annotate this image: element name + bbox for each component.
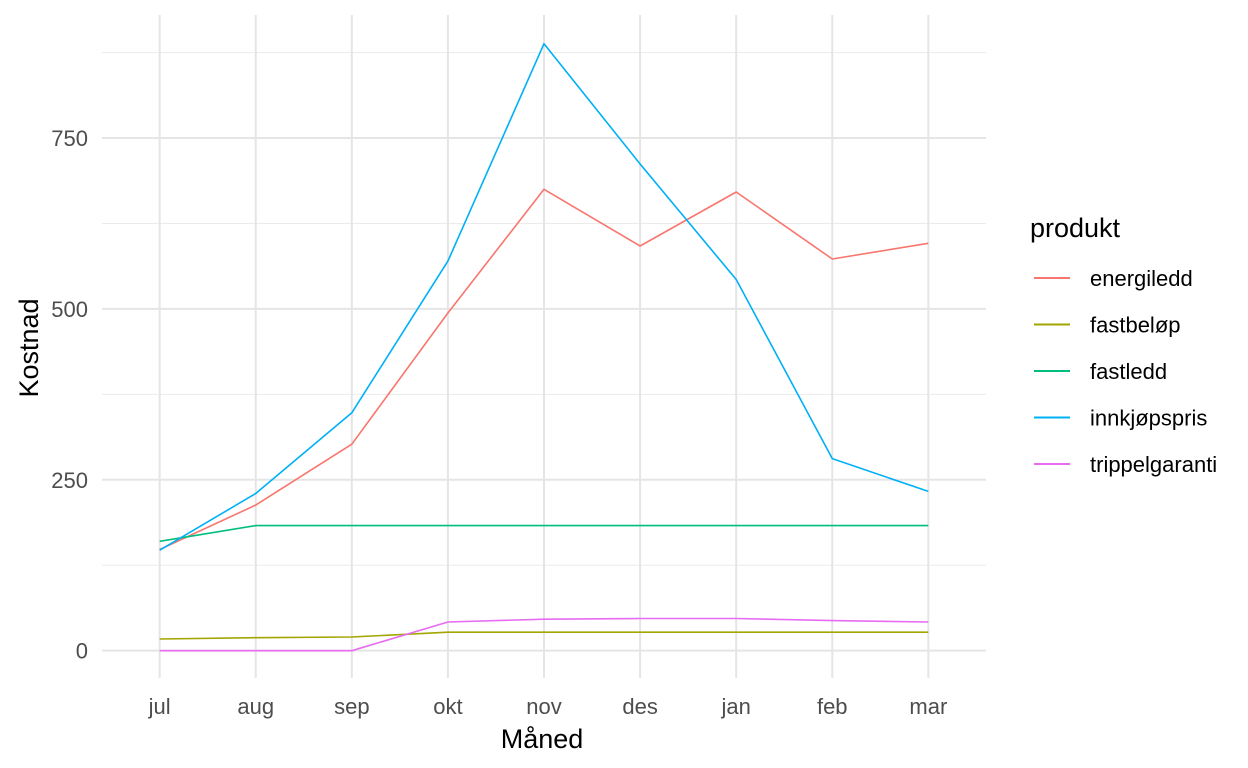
series-lines	[159, 42, 929, 652]
x-axis-title: Måned	[501, 724, 584, 754]
legend-items: energiledd fastbeløp fastledd innkjøpspris t…	[1034, 266, 1217, 477]
y-axis-ticks: 0 250 500 750	[51, 126, 88, 664]
y-tick-label: 500	[51, 297, 88, 322]
series-line	[159, 188, 929, 551]
x-tick-label: sep	[334, 694, 369, 719]
series-line	[159, 524, 929, 543]
legend-item: energiledd	[1034, 266, 1193, 291]
legend-item: fastledd	[1034, 359, 1167, 384]
series-line	[159, 617, 929, 652]
y-axis-title: Kostnad	[14, 298, 44, 397]
x-tick-label: mar	[909, 694, 947, 719]
y-tick-label: 250	[51, 468, 88, 493]
x-tick-label: des	[622, 694, 657, 719]
y-tick-label: 750	[51, 126, 88, 151]
legend: produkt energiledd fastbeløp fastledd innkj…	[1030, 213, 1217, 477]
y-tick-label: 0	[76, 639, 88, 664]
x-tick-label: okt	[433, 694, 462, 719]
series-line	[159, 42, 929, 551]
x-tick-label: jul	[148, 694, 171, 719]
legend-item: innkjøpspris	[1034, 406, 1207, 431]
x-axis-ticks: jul aug sep okt nov des jan feb mar	[148, 694, 948, 719]
legend-label: trippelgaranti	[1090, 452, 1217, 477]
legend-item: trippelgaranti	[1034, 452, 1217, 477]
legend-label: energiledd	[1090, 266, 1193, 291]
x-tick-label: nov	[526, 694, 561, 719]
grid	[102, 15, 986, 678]
series-line	[159, 631, 929, 640]
x-tick-label: aug	[237, 694, 274, 719]
legend-label: fastledd	[1090, 359, 1167, 384]
x-tick-label: feb	[817, 694, 848, 719]
legend-label: innkjøpspris	[1090, 406, 1207, 431]
legend-label: fastbeløp	[1090, 313, 1181, 338]
legend-item: fastbeløp	[1034, 313, 1181, 338]
legend-title: produkt	[1030, 213, 1121, 243]
x-tick-label: jan	[720, 694, 750, 719]
